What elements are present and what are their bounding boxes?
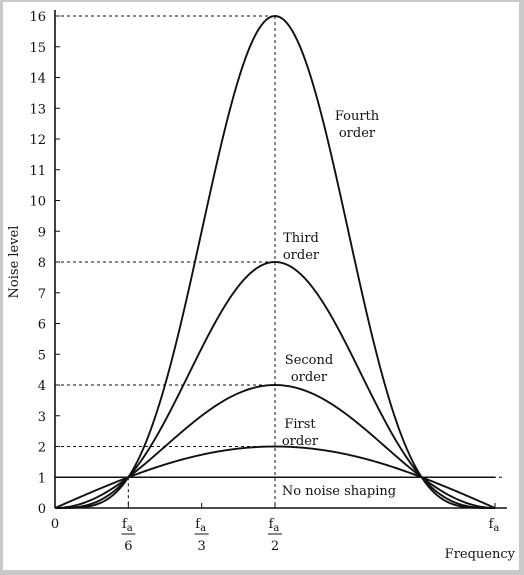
x-tick-label: fa (122, 517, 133, 534)
y-tick-label: 13 (29, 102, 46, 117)
curve-label-second-order: order (291, 370, 328, 385)
x-axis-title: Frequency (445, 547, 516, 562)
y-tick-label: 9 (38, 225, 46, 240)
curve-label-third-order: order (283, 248, 320, 263)
y-tick-label: 1 (38, 471, 46, 486)
x-tick-label: fa (195, 517, 206, 534)
curve-label-fourth-order: order (339, 126, 376, 141)
curve-label-fourth-order: Fourth (335, 109, 380, 124)
x-tick-label: fa (489, 517, 500, 534)
y-tick-label: 12 (29, 133, 46, 148)
y-tick-label: 0 (38, 502, 46, 517)
y-tick-label: 8 (38, 256, 46, 271)
x-tick-denominator: 3 (198, 539, 206, 554)
y-tick-label: 6 (38, 318, 46, 333)
x-tick-label: fa (269, 517, 280, 534)
curve-label-third-order: Third (283, 231, 319, 246)
curve-label-second-order: Second (285, 353, 333, 368)
x-tick-denominator: 6 (124, 539, 132, 554)
y-tick-label: 14 (29, 72, 46, 87)
curve-label-first-order: First (284, 417, 316, 432)
y-tick-label: 16 (29, 10, 46, 25)
y-tick-label: 4 (38, 379, 46, 394)
y-tick-label: 11 (29, 164, 46, 179)
x-tick-denominator: 2 (271, 539, 279, 554)
y-tick-label: 2 (38, 441, 46, 456)
y-tick-label: 15 (29, 41, 46, 56)
curve-label-no-noise-shaping: No noise shaping (282, 484, 396, 499)
y-tick-label: 10 (29, 195, 46, 210)
x-tick-label: 0 (51, 517, 59, 532)
figure-panel: 0 1 2 3 4 5 6 7 8 9 10 11 12 13 14 15 16 0 fa 6 fa 3 fa 2 fa Fou… (3, 2, 519, 570)
y-tick-label: 7 (38, 287, 46, 302)
y-axis-title: Noise level (7, 226, 22, 299)
y-tick-label: 5 (38, 348, 46, 363)
curve-label-first-order: order (282, 434, 319, 449)
curve-fourth-order (55, 15, 495, 509)
y-tick-label: 3 (38, 410, 46, 425)
